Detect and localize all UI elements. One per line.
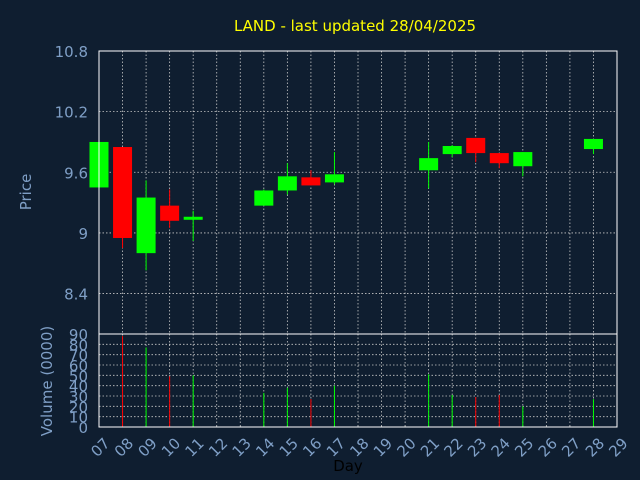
candle-body [254, 190, 274, 206]
volume-tick-label: 50 [69, 367, 88, 385]
volume-tick-label: 90 [69, 326, 88, 344]
chart-title: LAND - last updated 28/04/2025 [234, 17, 476, 35]
candle-body [489, 153, 509, 164]
volume-tick-label: 30 [69, 388, 88, 406]
price-tick-label: 8.4 [64, 286, 88, 304]
x-axis-label: Day [333, 457, 363, 475]
candle-body [419, 158, 439, 171]
candle-body [583, 138, 603, 150]
candle-body [324, 174, 344, 183]
volume-tick-label: 0 [78, 419, 88, 437]
volume-axis-label: Volume (0000) [38, 326, 56, 436]
volume-tick-label: 20 [69, 398, 88, 416]
candle-body [466, 137, 486, 154]
price-tick-label: 9 [78, 225, 88, 243]
price-tick-label: 10.2 [55, 104, 88, 122]
price-tick-label: 10.8 [55, 43, 88, 61]
candle-body [136, 197, 156, 254]
candle-body [160, 205, 180, 221]
volume-tick-label: 40 [69, 378, 88, 396]
candle-body [277, 176, 297, 191]
candle-body [513, 152, 533, 167]
volume-tick-label: 70 [69, 347, 88, 365]
volume-tick-label: 10 [69, 409, 88, 427]
candle-body [183, 216, 203, 220]
volume-tick-label: 80 [69, 336, 88, 354]
price-axis-label: Price [17, 174, 35, 211]
price-tick-label: 9.6 [64, 164, 88, 182]
volume-tick-label: 60 [69, 357, 88, 375]
candle-body [113, 147, 133, 238]
candle-body [442, 146, 462, 155]
volume-panel-frame [98, 333, 618, 428]
candle-body [301, 177, 321, 186]
